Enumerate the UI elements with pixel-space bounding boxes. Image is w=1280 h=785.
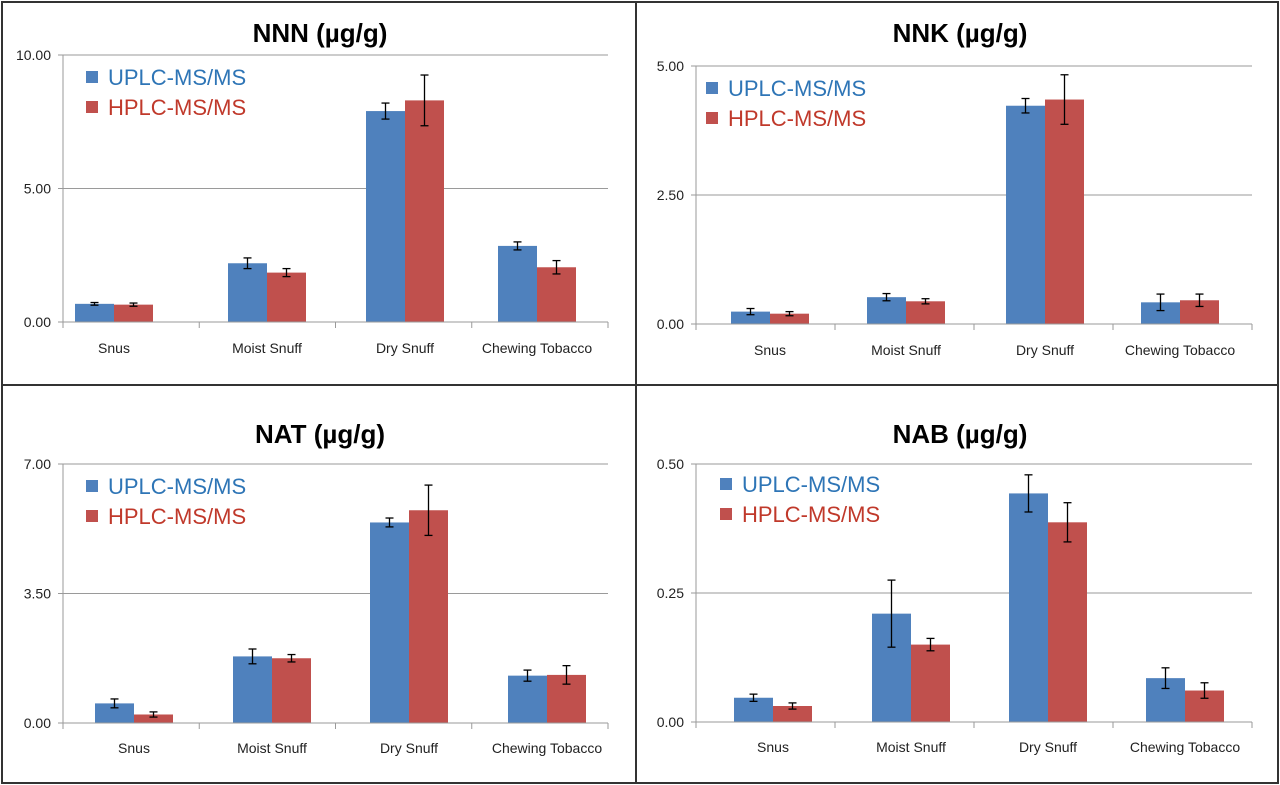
legend-label: HPLC-MS/MS [108,504,246,529]
x-category-label: Snus [118,740,150,756]
x-category-label: Chewing Tobacco [1125,342,1235,358]
legend-label: UPLC-MS/MS [742,472,880,497]
bar-uplc [1141,302,1180,324]
bar-uplc [731,311,770,324]
x-category-label: Moist Snuff [876,739,946,755]
bar-hplc [911,644,950,722]
bar-hplc [272,658,311,723]
bar-uplc [75,303,114,322]
bar-hplc [114,304,153,322]
bar-uplc [95,703,134,723]
x-category-label: Dry Snuff [376,340,434,356]
y-tick-label: 7.00 [24,456,51,472]
x-category-label: Dry Snuff [380,740,438,756]
x-category-label: Chewing Tobacco [1130,739,1240,755]
y-tick-label: 5.00 [657,58,684,74]
y-tick-label: 2.50 [657,187,684,203]
chart-title: NNN (µg/g) [253,18,388,48]
y-tick-label: 0.25 [657,585,684,601]
bar-uplc [228,263,267,322]
chart-title: NAB (µg/g) [893,419,1028,449]
bar-uplc [370,522,409,723]
x-category-label: Snus [98,340,130,356]
x-category-label: Dry Snuff [1019,739,1077,755]
x-category-label: Snus [754,342,786,358]
y-tick-label: 0.00 [24,314,51,330]
legend-swatch [706,112,718,124]
y-tick-label: 5.00 [24,181,51,197]
bar-uplc [1006,105,1045,325]
y-tick-label: 3.50 [24,586,51,602]
x-category-label: Chewing Tobacco [492,740,602,756]
bar-hplc [267,272,306,322]
x-category-label: Snus [757,739,789,755]
legend-label: HPLC-MS/MS [108,95,246,120]
bar-uplc [498,245,537,322]
legend-swatch [720,508,732,520]
panel-border [1,1,637,386]
chart-0: NNN (µg/g) 0.00 5.00 10.00 Snus Moist Snuff Dr… [16,18,609,356]
legend-swatch [86,480,98,492]
bar-uplc [1009,493,1048,722]
bar-hplc [906,301,945,324]
bar-hplc [1048,522,1087,722]
bar-hplc [537,267,576,322]
x-category-label: Dry Snuff [1016,342,1074,358]
bar-hplc [134,714,173,723]
bar-hplc [1045,99,1084,324]
bar-hplc [409,510,448,723]
bar-hplc [1180,300,1219,324]
legend-swatch [86,510,98,522]
x-category-label: Moist Snuff [871,342,941,358]
y-tick-label: 0.50 [657,456,684,472]
legend-label: UPLC-MS/MS [728,76,866,101]
chart-title: NAT (µg/g) [255,419,385,449]
legend-swatch [86,71,98,83]
legend-label: UPLC-MS/MS [108,65,246,90]
legend-label: HPLC-MS/MS [742,502,880,527]
bar-uplc [508,675,547,723]
chart-2: NAT (µg/g) 0.00 3.50 7.00 Snus Moist Snuff Dry… [24,419,609,756]
y-tick-label: 0.00 [24,715,51,731]
chart-1: NNK (µg/g) 0.00 2.50 5.00 Snus Moist Snuff Dry… [657,18,1253,358]
y-tick-label: 0.00 [657,316,684,332]
chart-title: NNK (µg/g) [893,18,1028,48]
legend-swatch [86,101,98,113]
x-category-label: Moist Snuff [232,340,302,356]
bar-uplc [867,297,906,324]
panel-border [635,1,1279,386]
legend-swatch [720,478,732,490]
chart-3: NAB (µg/g) 0.00 0.25 0.50 Snus Moist Snuff Dry… [657,419,1253,755]
bar-uplc [233,656,272,723]
legend-swatch [706,82,718,94]
y-tick-label: 10.00 [16,47,51,63]
legend-label: UPLC-MS/MS [108,474,246,499]
legend-label: HPLC-MS/MS [728,106,866,131]
x-category-label: Moist Snuff [237,740,307,756]
panel-border [635,384,1279,784]
y-tick-label: 0.00 [657,714,684,730]
bar-uplc [366,111,405,322]
bar-hplc [773,706,812,722]
x-category-label: Chewing Tobacco [482,340,592,356]
bar-hplc [405,100,444,322]
bar-hplc [770,313,809,324]
